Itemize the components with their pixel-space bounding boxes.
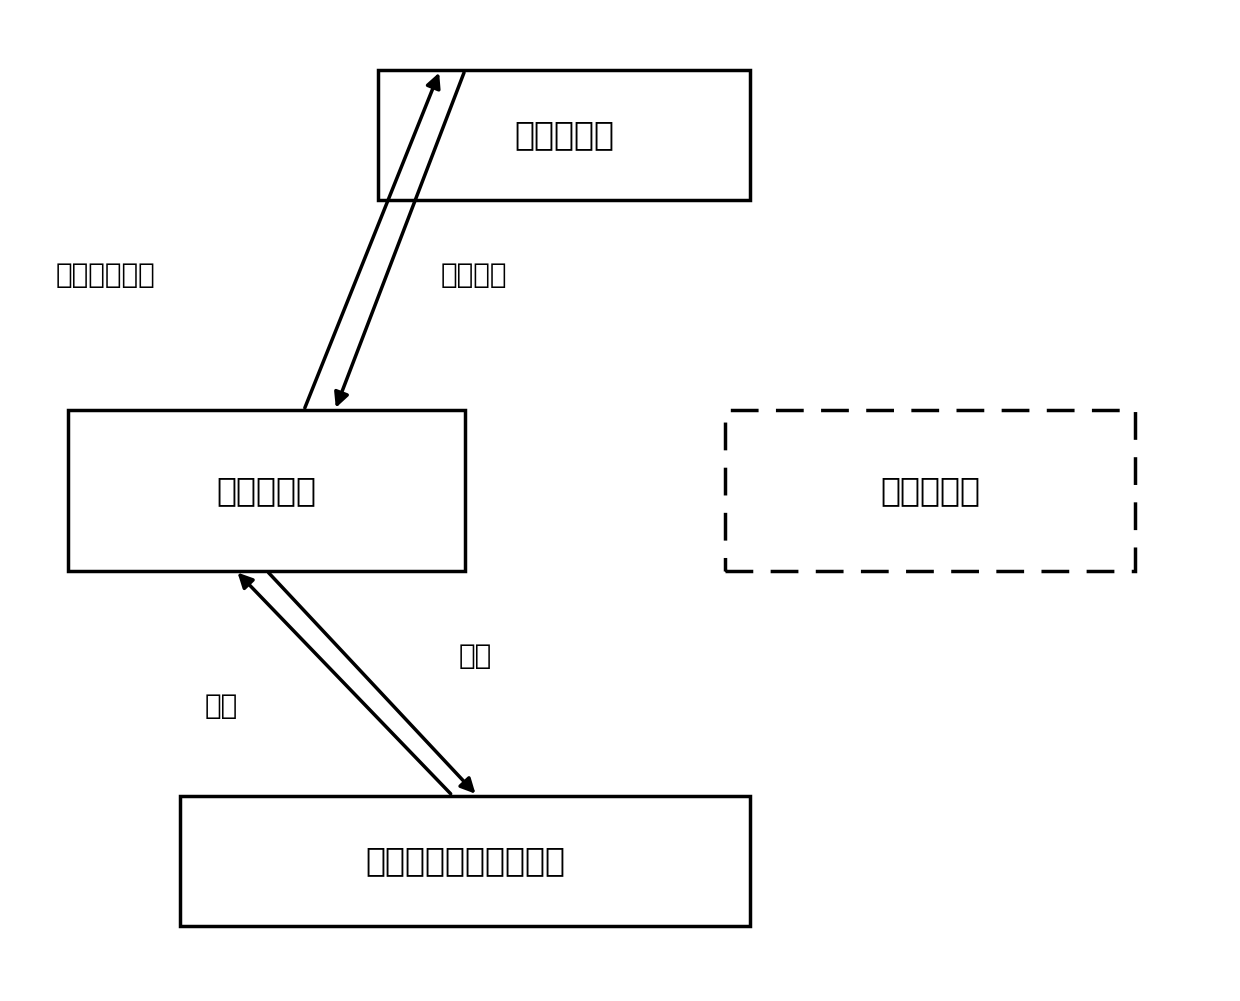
FancyBboxPatch shape xyxy=(68,410,465,571)
Text: 接收: 接收 xyxy=(459,642,492,670)
Text: 发射: 发射 xyxy=(205,692,238,720)
Text: 聚焦延时法则: 聚焦延时法则 xyxy=(56,261,155,289)
FancyBboxPatch shape xyxy=(180,796,750,926)
FancyBboxPatch shape xyxy=(378,70,750,200)
Text: 聚乙烯管热熶对接接头: 聚乙烯管热熶对接接头 xyxy=(365,845,565,877)
Text: 单晶直探头: 单晶直探头 xyxy=(880,474,980,507)
Text: 相控阵探头: 相控阵探头 xyxy=(217,474,316,507)
Text: 超声检测仪: 超声检测仪 xyxy=(515,119,614,151)
Text: 信号处理: 信号处理 xyxy=(440,261,507,289)
FancyBboxPatch shape xyxy=(725,410,1135,571)
